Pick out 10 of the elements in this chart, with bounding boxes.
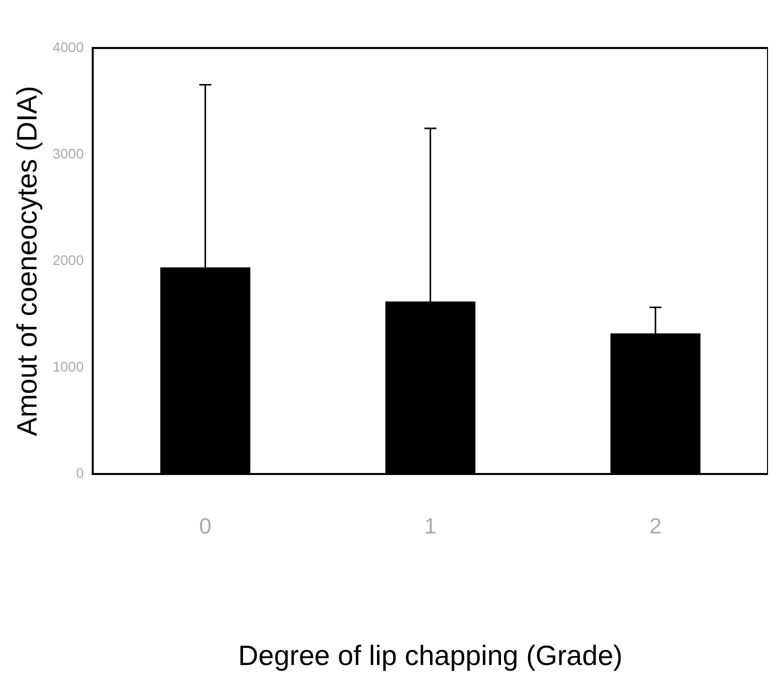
x-axis-title: Degree of lip chapping (Grade)	[238, 640, 623, 671]
x-tick-label: 1	[424, 513, 436, 538]
y-tick-label: 4000	[52, 38, 84, 55]
x-tick-label: 0	[199, 513, 212, 538]
x-tick-label: 2	[649, 513, 662, 538]
y-tick-label: 0	[76, 464, 84, 481]
y-tick-label: 2000	[52, 252, 84, 268]
y-axis-title: Amout of coeneocytes (DIA)	[12, 86, 43, 436]
y-tick-label: 3000	[52, 145, 84, 162]
y-tick-label: 1000	[52, 358, 84, 374]
